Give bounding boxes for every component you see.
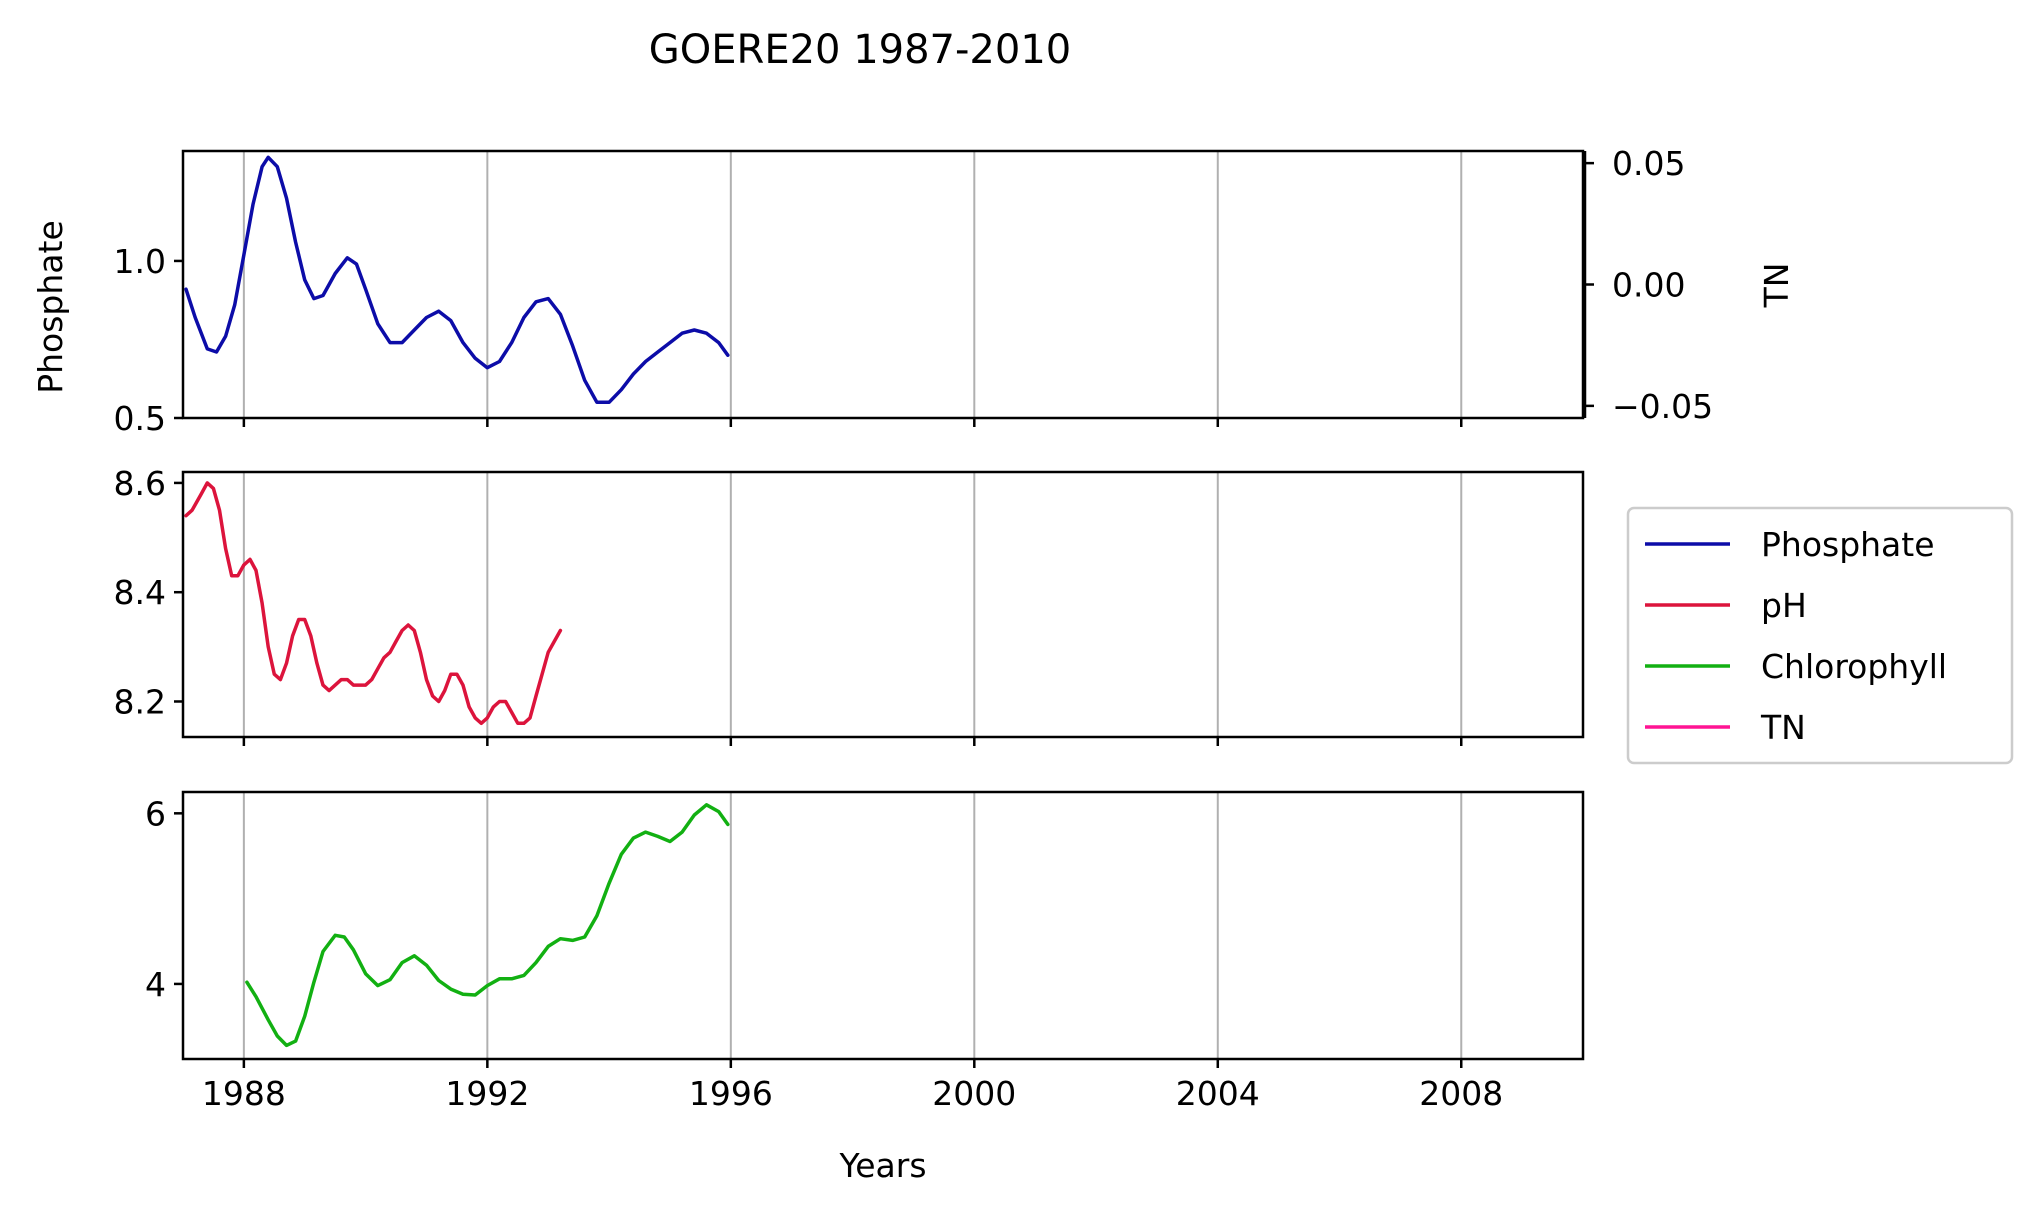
tn-tick-label-0: −0.05 [1612,387,1713,426]
tn-tick-label-1: 0.00 [1612,266,1685,305]
legend-label-chlorophyll: Chlorophyll [1761,647,1947,686]
y-tick-label-1-0: 8.2 [114,682,166,721]
series-line-phosphate [184,155,730,405]
phosphate-y-axis-label: Phosphate [31,220,70,394]
x-tick-label-4: 2004 [1176,1074,1260,1113]
chart-title: GOERE20 1987-2010 [649,27,1071,73]
axes-frame-0 [181,149,1585,420]
legend-label-ph: pH [1761,586,1807,625]
y-tick-label-1-2: 8.6 [114,464,166,503]
y-tick-label-0-1: 1.0 [114,242,166,281]
x-tick-label-1: 1992 [445,1074,529,1113]
y-tick-label-2-1: 6 [145,794,166,833]
x-tick-label-0: 1988 [202,1074,286,1113]
tn-tick-label-2: 0.05 [1612,144,1685,183]
x-tick-label-5: 2008 [1419,1074,1503,1113]
legend-label-phosphate: Phosphate [1761,525,1935,564]
legend: Phosphate pH Chlorophyll TN [1626,506,2014,765]
phosphate-panel: 0.5 1.0 −0.05 0.00 0.05 [114,144,1714,438]
x-tick-label-2: 1996 [689,1074,773,1113]
x-axis-label: Years [838,1146,926,1185]
legend-frame [1626,506,2014,765]
tn-y-axis-label: TN [1757,263,1796,309]
chlorophyll-panel: 46 [145,790,1585,1068]
axes-frame-1 [181,470,1585,739]
series-line-chlorophyll [245,803,730,1048]
y-tick-label-2-0: 4 [145,965,166,1004]
axes-frame-2 [181,790,1585,1061]
x-tick-label-3: 2000 [932,1074,1016,1113]
ph-panel: 8.2 8.4 8.6 [114,464,1585,746]
series-line-ph [184,481,563,726]
y-tick-label-1-1: 8.4 [114,573,166,612]
legend-label-tn: TN [1760,708,1806,747]
y-tick-label-0-0: 0.5 [114,399,166,438]
x-tick-labels: 1988 1992 1996 2000 2004 2008 [202,1074,1503,1113]
